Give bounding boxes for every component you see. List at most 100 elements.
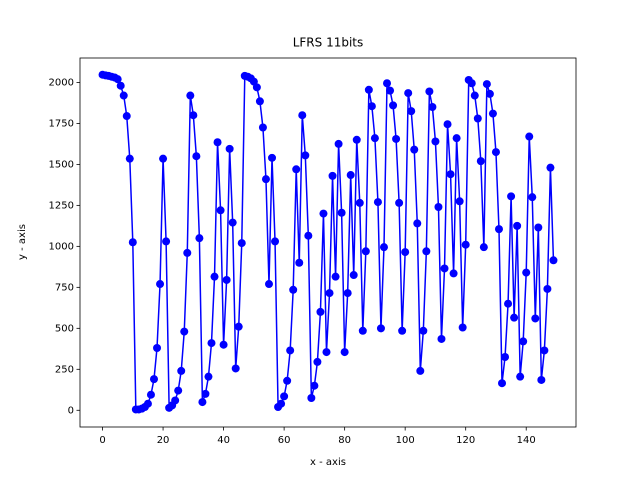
marker xyxy=(162,237,171,246)
marker xyxy=(364,85,373,94)
marker xyxy=(252,83,261,92)
marker xyxy=(204,372,213,381)
marker xyxy=(159,154,168,163)
y-tick-label: 750 xyxy=(55,282,74,293)
x-tick-label: 60 xyxy=(278,435,291,446)
x-tick-label: 140 xyxy=(517,435,536,446)
y-tick-label: 0 xyxy=(68,405,74,416)
chart-title: LFRS 11bits xyxy=(293,36,364,50)
marker xyxy=(228,218,237,227)
marker xyxy=(549,256,558,265)
marker xyxy=(501,353,510,362)
marker xyxy=(413,219,422,228)
marker xyxy=(395,198,404,207)
marker xyxy=(482,80,491,89)
marker xyxy=(446,170,455,179)
y-tick-label: 2000 xyxy=(49,77,74,88)
marker xyxy=(125,154,134,163)
marker xyxy=(225,144,234,153)
marker xyxy=(358,326,367,335)
marker xyxy=(289,285,298,294)
marker xyxy=(192,152,201,161)
marker xyxy=(546,163,555,172)
marker xyxy=(467,79,476,88)
marker xyxy=(316,307,325,316)
marker xyxy=(207,339,216,348)
marker xyxy=(258,123,267,132)
marker xyxy=(449,269,458,278)
marker xyxy=(334,139,343,148)
x-tick-label: 80 xyxy=(338,435,351,446)
x-tick-label: 100 xyxy=(396,435,415,446)
marker xyxy=(370,134,379,143)
marker xyxy=(407,107,416,116)
marker xyxy=(425,87,434,96)
y-tick-label: 1500 xyxy=(49,159,74,170)
marker xyxy=(346,171,355,180)
marker xyxy=(470,91,479,100)
y-tick-label: 250 xyxy=(55,364,74,375)
marker xyxy=(146,390,155,399)
marker xyxy=(340,348,349,357)
marker xyxy=(153,343,162,352)
marker xyxy=(201,389,210,398)
plot-frame xyxy=(79,57,577,428)
marker xyxy=(174,386,183,395)
marker xyxy=(416,366,425,375)
marker xyxy=(488,109,497,118)
marker xyxy=(525,132,534,141)
marker xyxy=(119,91,128,100)
marker xyxy=(376,324,385,333)
marker xyxy=(219,340,228,349)
y-tick-label: 1250 xyxy=(49,200,74,211)
marker xyxy=(516,372,525,381)
marker xyxy=(116,81,125,90)
marker xyxy=(337,208,346,217)
marker xyxy=(379,243,388,252)
marker xyxy=(373,198,382,207)
marker xyxy=(319,209,328,218)
marker xyxy=(398,326,407,335)
marker xyxy=(522,268,531,277)
marker xyxy=(295,258,304,267)
marker xyxy=(528,193,537,202)
marker xyxy=(513,221,522,230)
marker xyxy=(231,364,240,373)
marker xyxy=(331,272,340,281)
marker xyxy=(255,97,264,106)
x-axis-label: x - axis xyxy=(310,457,346,468)
marker xyxy=(422,247,431,256)
marker xyxy=(404,89,413,98)
marker xyxy=(349,271,358,280)
marker xyxy=(328,171,337,180)
marker xyxy=(452,134,461,143)
marker xyxy=(543,284,552,293)
marker xyxy=(386,86,395,95)
y-axis-label: y - axis xyxy=(17,224,28,260)
marker xyxy=(531,314,540,323)
marker xyxy=(322,348,331,357)
marker xyxy=(367,102,376,111)
marker xyxy=(307,393,316,402)
marker xyxy=(213,138,222,147)
marker xyxy=(428,103,437,112)
marker xyxy=(498,379,507,388)
marker xyxy=(485,89,494,98)
marker xyxy=(534,223,543,232)
marker xyxy=(198,398,207,407)
marker xyxy=(283,376,292,385)
marker xyxy=(440,264,449,273)
marker xyxy=(268,153,277,162)
marker xyxy=(277,399,286,408)
marker xyxy=(216,206,225,215)
marker xyxy=(352,135,361,144)
marker xyxy=(237,239,246,248)
marker xyxy=(304,231,313,240)
marker xyxy=(264,280,273,289)
marker xyxy=(128,238,137,247)
marker xyxy=(443,120,452,129)
marker xyxy=(298,111,307,120)
marker xyxy=(195,234,204,243)
marker xyxy=(301,151,310,160)
